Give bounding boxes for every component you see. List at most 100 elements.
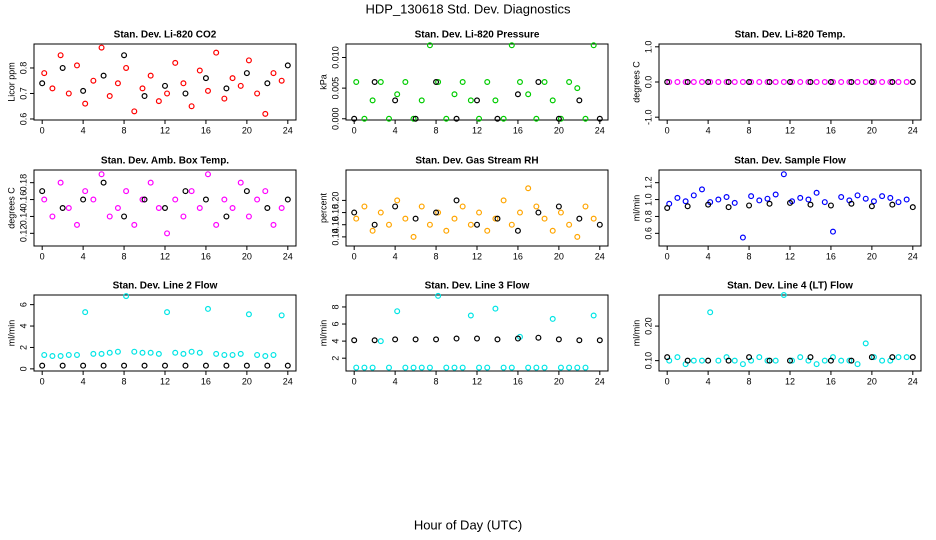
- point: [213, 49, 220, 56]
- x-tick-label: 20: [867, 376, 877, 386]
- point: [229, 205, 236, 212]
- y-tick-label: 1.0: [643, 41, 653, 54]
- point: [533, 364, 540, 371]
- point: [596, 115, 603, 122]
- x-tick-label: 24: [283, 251, 293, 261]
- point: [243, 362, 250, 369]
- y-tick-label: 1.2: [643, 176, 653, 189]
- point: [131, 348, 138, 355]
- point: [106, 213, 113, 220]
- point: [114, 80, 121, 87]
- point: [57, 52, 64, 59]
- point: [270, 351, 277, 358]
- point: [909, 354, 916, 361]
- point: [353, 215, 360, 222]
- point: [262, 353, 269, 360]
- point: [221, 95, 228, 102]
- point: [715, 357, 722, 364]
- point: [664, 205, 671, 212]
- point: [903, 354, 910, 361]
- x-tick-label: 8: [434, 376, 439, 386]
- point: [254, 351, 261, 358]
- point: [371, 337, 378, 344]
- point: [748, 78, 755, 85]
- y-axis-label: percent: [318, 192, 328, 223]
- point: [786, 357, 793, 364]
- y-tick-label: 4: [330, 339, 340, 344]
- point: [147, 72, 154, 79]
- point: [73, 351, 80, 358]
- point: [262, 188, 269, 195]
- point: [264, 80, 271, 87]
- point: [870, 354, 877, 361]
- point: [887, 194, 894, 201]
- x-tick-label: 0: [665, 125, 670, 135]
- point: [394, 91, 401, 98]
- x-tick-label: 16: [513, 251, 523, 261]
- x-tick-label: 12: [160, 376, 170, 386]
- x-tick-label: 12: [160, 125, 170, 135]
- point: [868, 78, 875, 85]
- y-tick-label: 2: [330, 356, 340, 361]
- point: [756, 197, 763, 204]
- point: [164, 230, 171, 237]
- x-tick-label: 4: [81, 251, 86, 261]
- point: [49, 353, 56, 360]
- main-title: HDP_130618 Std. Dev. Diagnostics: [366, 1, 571, 16]
- point: [270, 70, 277, 77]
- point: [854, 78, 861, 85]
- point: [385, 221, 392, 228]
- point: [377, 209, 384, 216]
- x-tick-label: 12: [472, 125, 482, 135]
- point: [121, 213, 128, 220]
- point: [557, 364, 564, 371]
- x-tick-label: 16: [201, 125, 211, 135]
- point: [377, 78, 384, 85]
- point: [846, 78, 853, 85]
- x-tick-label: 16: [513, 376, 523, 386]
- point: [41, 351, 48, 358]
- point: [284, 62, 291, 69]
- x-tick-label: 16: [826, 376, 836, 386]
- y-tick-label: 0.6: [18, 113, 28, 126]
- point: [827, 78, 834, 85]
- x-tick-label: 4: [81, 125, 86, 135]
- point: [141, 196, 148, 203]
- point: [39, 80, 46, 87]
- point: [533, 115, 540, 122]
- point: [807, 201, 814, 208]
- point: [141, 362, 148, 369]
- point: [508, 42, 515, 49]
- y-tick-label: 0.6: [643, 227, 653, 240]
- point: [182, 362, 189, 369]
- panel-title: Stan. Dev. Line 2 Flow: [113, 281, 218, 292]
- point: [786, 78, 793, 85]
- point: [879, 193, 886, 200]
- point: [141, 93, 148, 100]
- x-tick-label: 24: [595, 125, 605, 135]
- point: [426, 221, 433, 228]
- point: [596, 337, 603, 344]
- point: [516, 78, 523, 85]
- point: [690, 357, 697, 364]
- point: [903, 78, 910, 85]
- point: [155, 205, 162, 212]
- point: [868, 203, 875, 210]
- point: [377, 338, 384, 345]
- point: [369, 364, 376, 371]
- panel-title: Stan. Dev. Li-820 Pressure: [415, 30, 540, 41]
- point: [576, 337, 583, 344]
- point: [82, 188, 89, 195]
- point: [90, 196, 97, 203]
- point: [903, 196, 910, 203]
- point: [202, 196, 209, 203]
- x-tick-label: 24: [908, 125, 918, 135]
- point: [549, 97, 556, 104]
- point: [100, 179, 107, 186]
- y-tick-label: 0: [18, 366, 28, 371]
- x-tick-label: 4: [393, 125, 398, 135]
- point: [484, 78, 491, 85]
- point: [385, 364, 392, 371]
- point: [494, 215, 501, 222]
